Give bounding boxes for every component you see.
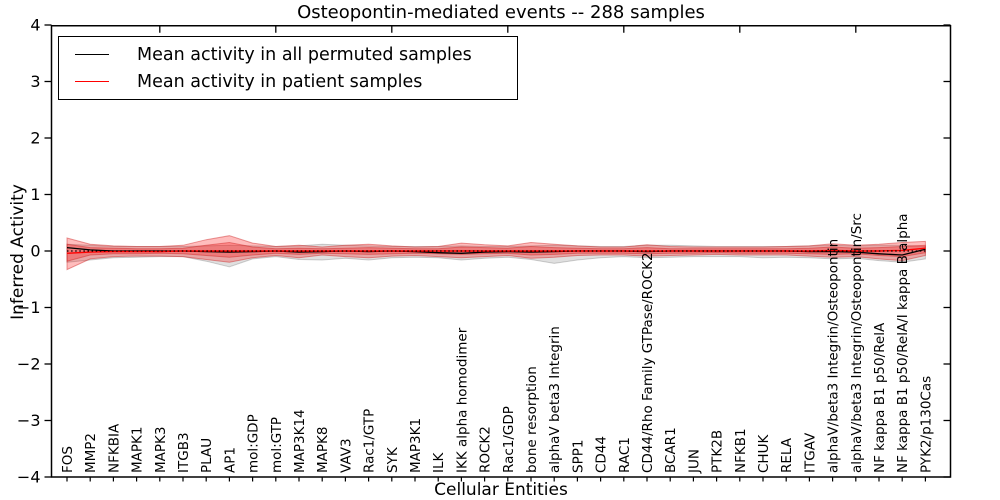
chart-title: Osteopontin-mediated events -- 288 sampl… xyxy=(297,2,705,23)
y-tick-label: −4 xyxy=(17,468,41,487)
x-category-label: FOS xyxy=(60,446,76,473)
x-category-label: AP1 xyxy=(222,447,238,473)
band-patient-sample-range-outer xyxy=(66,235,926,271)
y-tick-label: −1 xyxy=(17,298,41,317)
x-category-label: VAV3 xyxy=(338,438,354,473)
band-permuted-sample-range xyxy=(66,243,926,268)
y-tick-label: 1 xyxy=(30,185,40,204)
y-tick-label: −2 xyxy=(17,355,41,374)
y-tick-label: 2 xyxy=(30,129,40,148)
x-category-label: MAP3K1 xyxy=(408,418,424,473)
x-category-label: CHUK xyxy=(756,434,772,473)
x-category-label: ITGAV xyxy=(802,432,818,473)
x-category-label: MAPK3 xyxy=(153,427,169,473)
x-category-label: MAPK1 xyxy=(130,427,146,473)
x-category-label: ITGB3 xyxy=(176,432,192,473)
x-category-label: mol:GDP xyxy=(246,414,262,473)
legend-entry: Mean activity in patient samples xyxy=(75,72,517,92)
y-tick-label: 0 xyxy=(30,242,40,261)
series-line-patient-mean xyxy=(66,247,926,254)
legend-entry: Mean activity in all permuted samples xyxy=(75,45,517,65)
x-category-label: IKK alpha homodimer xyxy=(454,327,470,473)
x-category-label: Rac1/GDP xyxy=(501,406,517,473)
x-category-label: PTK2B xyxy=(710,430,726,473)
y-tick-label: 4 xyxy=(30,16,40,35)
x-category-label: MAPK8 xyxy=(315,427,331,473)
x-category-label: alphaV beta3 Integrin xyxy=(547,326,563,473)
x-category-label: NFKBIA xyxy=(106,423,122,473)
x-category-label: CD44/Rho Family GTPase/ROCK2 xyxy=(640,252,656,473)
y-tick-label: 3 xyxy=(30,72,40,91)
x-category-label: RAC1 xyxy=(617,437,633,473)
x-category-label: NF kappa B1 p50/RelA xyxy=(872,322,888,473)
x-category-label: SYK xyxy=(385,446,401,473)
x-category-label: NF kappa B1 p50/RelA/I kappa B alpha xyxy=(895,213,911,473)
x-category-label: RELA xyxy=(779,437,795,473)
x-category-label: PYK2/p130Cas xyxy=(918,376,934,473)
x-category-label: NFKB1 xyxy=(733,428,749,473)
x-category-label: alphaV/beta3 Integrin/Osteopontin/Src xyxy=(849,213,865,473)
x-category-label: MAP3K14 xyxy=(292,409,308,473)
x-category-label: Rac1/GTP xyxy=(362,409,378,473)
legend-label: Mean activity in patient samples xyxy=(137,71,423,92)
y-tick-label: −3 xyxy=(17,411,41,430)
x-category-label: MMP2 xyxy=(83,433,99,473)
x-category-label: JUN xyxy=(686,449,702,474)
legend-label: Mean activity in all permuted samples xyxy=(137,44,472,65)
legend-line-swatch xyxy=(75,81,109,82)
x-axis-label: Cellular Entities xyxy=(434,480,568,500)
x-category-label: bone resorption xyxy=(524,366,540,473)
x-category-label: CD44 xyxy=(594,436,610,473)
x-category-label: SPP1 xyxy=(570,440,586,473)
x-category-label: ROCK2 xyxy=(478,426,494,473)
x-category-label: PLAU xyxy=(199,438,215,473)
x-category-label: ILK xyxy=(431,451,447,473)
x-category-label: alphaV/beta3 Integrin/Osteopontin xyxy=(826,239,842,473)
legend-line-swatch xyxy=(75,54,109,55)
x-category-label: BCAR1 xyxy=(663,427,679,473)
legend: Mean activity in all permuted samples Mea… xyxy=(58,36,518,100)
x-category-label: mol:GTP xyxy=(269,417,285,473)
